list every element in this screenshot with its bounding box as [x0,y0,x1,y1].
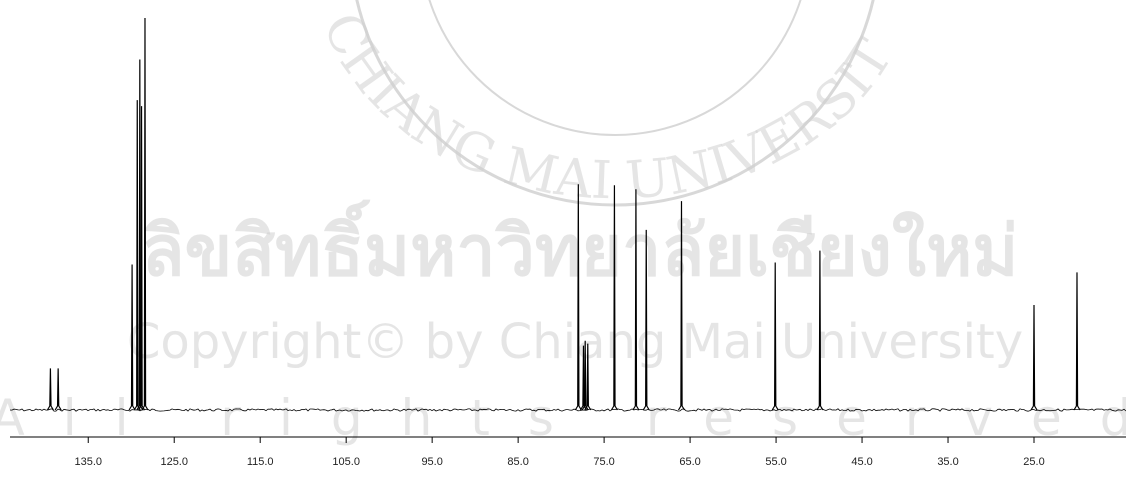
watermark-copyright: Copyright© by Chiang Mai University [127,314,1023,370]
watermark-rights: All rights reserved [0,389,1126,447]
x-tick-label: 35.0 [937,456,958,468]
x-tick-label: 115.0 [247,456,274,468]
x-tick-label: 25.0 [1023,456,1044,468]
x-tick-label: 105.0 [332,456,360,468]
watermark-ring [420,0,810,135]
watermark-arc: CHIANG MAI UNIVERSITY [0,0,905,212]
x-tick-label: 85.0 [507,456,528,468]
x-tick-label: 75.0 [593,456,614,468]
x-tick-label: 125.0 [160,456,188,468]
x-tick-label: 65.0 [679,456,700,468]
x-tick-label: 55.0 [765,456,786,468]
chart: CHIANG MAI UNIVERSITY ลิขสิทธิ์มหาวิทยาล… [0,0,1126,497]
watermark-arc-text: CHIANG MAI UNIVERSITY [0,0,905,212]
x-tick-label: 45.0 [851,456,872,468]
x-tick-label: 135.0 [74,456,102,468]
x-tick-label: 95.0 [421,456,442,468]
watermark-thai: ลิขสิทธิ์มหาวิทยาลัยเชียงใหม่ [142,200,1019,292]
